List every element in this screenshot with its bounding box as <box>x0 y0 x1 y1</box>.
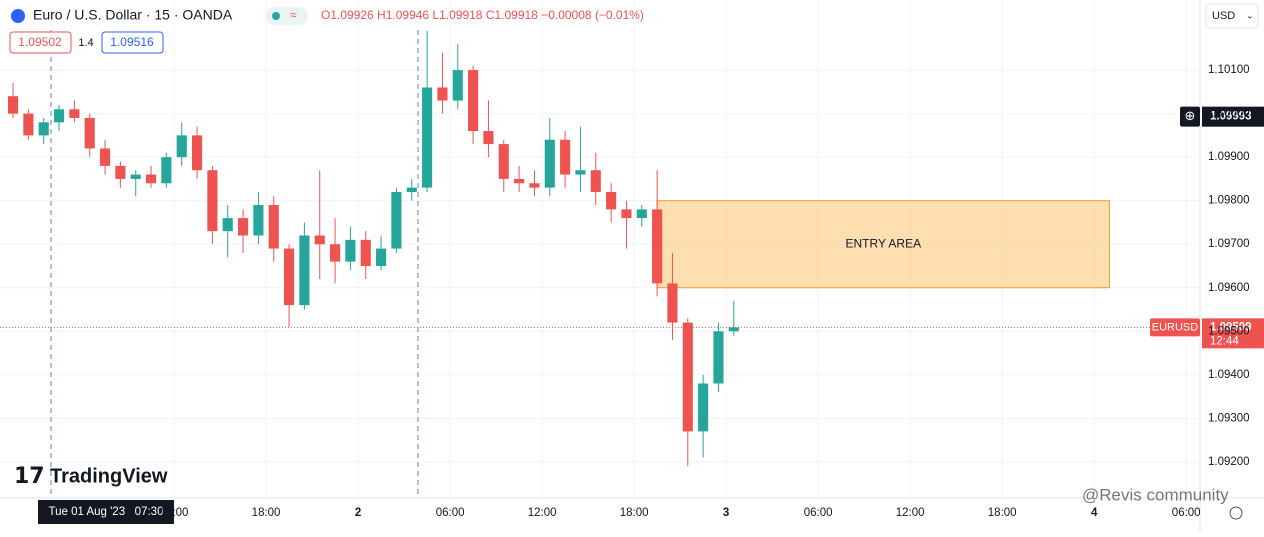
spread: 1.4 <box>78 37 93 49</box>
y-tick-label: 1.10100 <box>1208 64 1250 76</box>
candle-body <box>176 135 187 158</box>
entry-zone <box>656 200 1111 289</box>
x-tick-label: 18:00 <box>988 507 1017 519</box>
x-tick-label: 12:00 <box>160 507 189 519</box>
candle-body <box>437 87 448 101</box>
settings-icon[interactable] <box>1229 506 1243 520</box>
x-tick-label: 18:00 <box>620 507 649 519</box>
y-tick-label: 1.09400 <box>1208 369 1250 381</box>
x-tick-label: 4 <box>1091 507 1098 519</box>
logo: 𝟭𝟳 <box>14 463 45 488</box>
candle-body <box>99 148 111 166</box>
symbol-icon <box>11 9 25 23</box>
y-tick-label: 1.09900 <box>1208 151 1250 163</box>
candle-body <box>345 239 356 262</box>
candle-body <box>621 209 632 219</box>
ask[interactable]: 1.09516 <box>110 35 154 49</box>
candle-body <box>115 165 126 179</box>
x-tick-label: 12:00 <box>896 507 925 519</box>
candle-body <box>529 183 540 188</box>
candle-body <box>130 174 141 179</box>
candle-body <box>284 248 295 306</box>
candle-body <box>406 187 417 192</box>
symbol-title[interactable]: Euro / U.S. Dollar · 15 · OANDA <box>33 7 233 23</box>
candle-body <box>207 170 218 232</box>
zone-label: ENTRY AREA <box>846 236 922 250</box>
crosshair-time: Tue 01 Aug '23 07:30 <box>49 506 164 518</box>
candle-body <box>391 191 402 249</box>
x-tick-label: 3 <box>723 507 729 519</box>
x-tick-label: 18:00 <box>252 507 281 519</box>
price-badge <box>1202 318 1264 349</box>
candle-body <box>161 157 172 184</box>
x-tick-label: 2 <box>355 507 361 519</box>
candle-body <box>483 131 494 145</box>
candle-body <box>314 235 325 245</box>
symbol-badge-text: EURUSD <box>1152 321 1199 333</box>
x-tick-label: 12:00 <box>528 507 557 519</box>
candle-body <box>468 70 479 132</box>
currency-select[interactable]: USD <box>1212 10 1235 22</box>
y-tick-label: 1.09200 <box>1208 456 1250 468</box>
candle-body <box>667 283 678 323</box>
credit: @Revis community <box>1082 485 1229 504</box>
candle-body <box>53 109 65 123</box>
candle-body <box>69 109 80 118</box>
x-tick-label: 06:00 <box>436 507 465 519</box>
y-tick-label: 1.10000 <box>1208 108 1250 120</box>
candle-body <box>38 122 49 136</box>
candle-body <box>575 170 586 175</box>
candle-body <box>145 174 157 184</box>
candle-body <box>192 135 203 171</box>
countdown: 12:44 <box>1210 335 1239 347</box>
candle-body <box>422 87 433 188</box>
plus-button[interactable] <box>1180 106 1200 127</box>
ohlc-values: O1.09926 H1.09946 L1.09918 C1.09918 −0.0… <box>321 8 644 22</box>
crosshair-price-badge <box>1202 106 1264 127</box>
candle-body <box>606 191 617 210</box>
candle-body <box>560 139 571 175</box>
candle-body <box>682 322 693 432</box>
y-tick-label: 1.09300 <box>1208 412 1250 424</box>
candle-body <box>376 248 387 266</box>
icon: ≈ <box>290 8 297 22</box>
candle-body <box>253 205 264 236</box>
candle-body <box>222 218 233 232</box>
candle-body <box>452 70 463 101</box>
candle-body <box>498 144 509 179</box>
candle-body <box>544 139 555 188</box>
candle-body <box>7 96 19 114</box>
crosshair-price: 1.09993 <box>1210 111 1252 123</box>
candle-body <box>514 178 525 184</box>
candle-body <box>330 244 341 262</box>
watermark: TradingView <box>50 465 168 487</box>
plus-icon: ⊕ <box>1185 108 1196 123</box>
candle-body <box>360 239 371 266</box>
x-tick-label: 06:00 <box>1172 507 1201 519</box>
price-badge-text: 1.09509 <box>1210 321 1252 333</box>
y-tick-label: 1.09800 <box>1208 195 1250 207</box>
candle-body <box>268 205 279 249</box>
candle-body <box>713 331 724 384</box>
candle-body <box>652 209 663 284</box>
crosshair-time-badge <box>38 500 174 524</box>
y-tick-label: 1.09700 <box>1208 238 1250 250</box>
candle-body <box>728 327 739 332</box>
x-tick-label: 06:00 <box>804 507 833 519</box>
bid[interactable]: 1.09502 <box>18 35 62 49</box>
candle-body <box>636 209 647 219</box>
y-tick-label: 1.09600 <box>1208 282 1250 294</box>
symbol-badge <box>1150 318 1200 337</box>
y-tick-label: 1.09500 <box>1208 325 1250 337</box>
dropdown-arrow[interactable]: ⌄ <box>1246 10 1254 20</box>
candle-body <box>698 383 709 432</box>
candle-body <box>84 117 95 149</box>
candle-body <box>23 113 34 136</box>
candle-body <box>238 218 249 236</box>
candle-body <box>590 170 601 192</box>
candle-body <box>299 235 310 306</box>
